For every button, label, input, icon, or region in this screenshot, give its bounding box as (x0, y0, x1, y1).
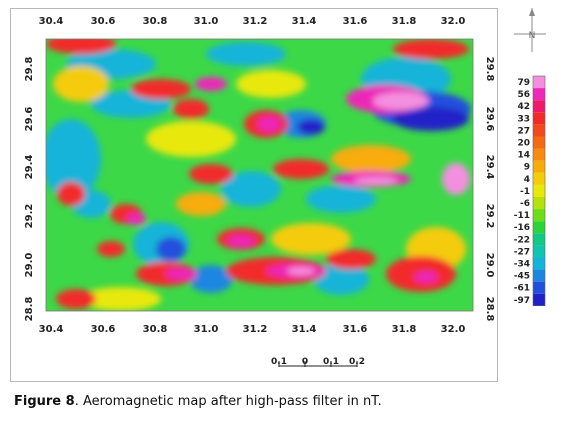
legend-swatch (533, 148, 545, 161)
y-tick-left: 29.4 (24, 155, 35, 180)
y-ticks-right: 29.8 29.6 29.4 29.2 29.0 28.8 (484, 57, 495, 322)
legend-label: 14 (517, 151, 530, 161)
legend-label: 79 (517, 78, 530, 88)
y-tick-left: 28.8 (24, 297, 35, 322)
y-tick-left: 29.0 (24, 253, 35, 278)
legend-label: -61 (514, 284, 530, 294)
x-tick-bottom: 30.6 (91, 324, 116, 335)
legend-swatch (533, 184, 545, 197)
north-label: N (529, 31, 536, 41)
legend-label: -27 (514, 247, 530, 257)
scale-bar-label: 0.1 (323, 357, 339, 367)
legend-label: -45 (514, 272, 530, 282)
x-tick-top: 30.4 (39, 16, 64, 27)
legend-label: 20 (517, 139, 530, 149)
legend-swatch (533, 221, 545, 234)
x-tick-top: 30.8 (143, 16, 168, 27)
x-tick-bottom: 32.0 (441, 324, 466, 335)
x-tick-top: 31.8 (392, 16, 417, 27)
scale-bar: 0.1 0 0.1 0.2 (271, 357, 365, 367)
y-tick-right: 29.6 (484, 107, 495, 132)
x-tick-top: 31.6 (343, 16, 368, 27)
legend-label: 27 (517, 126, 530, 136)
legend-swatches (532, 75, 546, 306)
y-ticks-left: 29.8 29.6 29.4 29.2 29.0 28.8 (24, 57, 35, 322)
legend-label: 33 (517, 114, 530, 124)
x-tick-top: 30.6 (91, 16, 116, 27)
legend-swatch (533, 88, 545, 101)
legend-swatch (533, 160, 545, 173)
x-tick-bottom: 30.4 (39, 324, 64, 335)
legend-label: -6 (520, 199, 530, 209)
legend-swatch (533, 76, 545, 89)
legend-label: 4 (524, 175, 530, 185)
scale-bar-label: 0 (302, 357, 308, 367)
legend-swatch (533, 269, 545, 282)
x-tick-bottom: 30.8 (143, 324, 168, 335)
legend-swatch (533, 209, 545, 222)
caption-text: . Aeromagnetic map after high-pass filte… (74, 394, 382, 409)
y-tick-right: 29.8 (484, 57, 495, 82)
x-tick-top: 31.2 (243, 16, 268, 27)
x-tick-top: 32.0 (441, 16, 466, 27)
legend-label: 42 (517, 102, 530, 112)
scale-bar-label: 0.1 (271, 357, 287, 367)
x-tick-top: 31.4 (292, 16, 317, 27)
legend-swatch (533, 124, 545, 137)
plot-border (45, 38, 474, 312)
north-arrow-icon: N (514, 8, 546, 52)
anomaly-field (46, 39, 473, 311)
map-figure: 30.4 30.6 30.8 31.0 31.2 31.4 31.6 31.8 … (24, 16, 495, 367)
legend-swatch (533, 281, 545, 294)
caption-label: Figure 8 (14, 394, 75, 409)
x-tick-bottom: 31.0 (194, 324, 219, 335)
y-tick-left: 29.8 (24, 57, 35, 82)
x-ticks-top: 30.4 30.6 30.8 31.0 31.2 31.4 31.6 31.8 … (39, 16, 466, 27)
y-tick-right: 29.4 (484, 155, 495, 180)
y-tick-right: 29.0 (484, 253, 495, 278)
y-tick-right: 29.2 (484, 204, 495, 229)
y-tick-right: 28.8 (484, 297, 495, 322)
legend-label: -97 (514, 296, 530, 306)
legend-swatch (533, 100, 545, 113)
color-legend: 79 56 42 33 27 20 14 9 4 -1 -6 -11 -16 -22 -27 -34 -45 -6… (514, 75, 546, 306)
legend-label: -16 (514, 223, 530, 233)
legend-label: -34 (514, 260, 530, 270)
x-ticks-bottom: 30.4 30.6 30.8 31.0 31.2 31.4 31.6 31.8 … (39, 324, 466, 335)
legend-label: -11 (514, 211, 530, 221)
legend-swatch (533, 136, 545, 149)
legend-swatch (533, 257, 545, 270)
legend-swatch (533, 172, 545, 185)
legend-label: 9 (524, 163, 530, 173)
legend-swatch (533, 112, 545, 125)
legend-labels: 79 56 42 33 27 20 14 9 4 -1 -6 -11 -16 -22 -27 -34 -45 -6… (514, 78, 530, 306)
legend-swatch (533, 233, 545, 246)
x-tick-bottom: 31.6 (343, 324, 368, 335)
y-tick-left: 29.2 (24, 204, 35, 229)
y-tick-left: 29.6 (24, 107, 35, 132)
legend-swatch (533, 293, 545, 306)
x-tick-top: 31.0 (194, 16, 219, 27)
x-tick-bottom: 31.2 (243, 324, 268, 335)
figure-caption: Figure 8. Aeromagnetic map after high-pa… (14, 394, 382, 409)
legend-swatch (533, 197, 545, 210)
legend-label: -1 (520, 187, 530, 197)
scale-bar-label: 0.2 (349, 357, 365, 367)
map-frame: 30.4 30.6 30.8 31.0 31.2 31.4 31.6 31.8 … (10, 8, 498, 382)
legend-swatch (533, 245, 545, 258)
legend-label: -22 (514, 235, 530, 245)
x-tick-bottom: 31.4 (292, 324, 317, 335)
legend-label: 56 (517, 90, 530, 100)
x-tick-bottom: 31.8 (392, 324, 417, 335)
legend-outline (532, 75, 546, 306)
